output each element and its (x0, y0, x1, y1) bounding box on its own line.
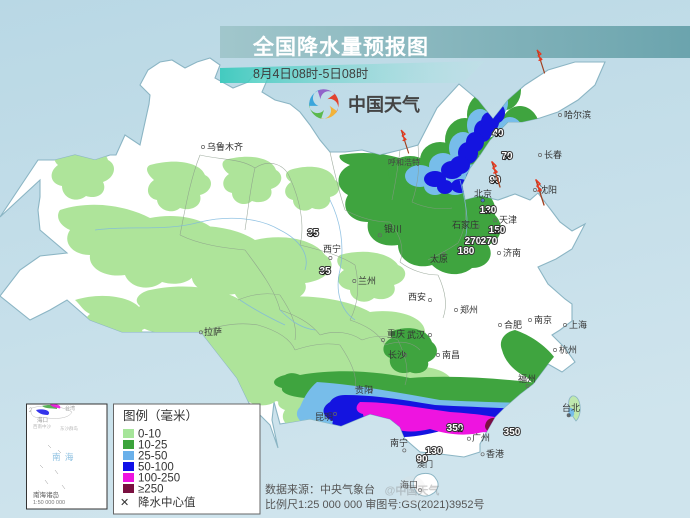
svg-text:东沙群岛: 东沙群岛 (60, 425, 78, 432)
svg-text:海口: 海口 (37, 416, 48, 424)
svg-text:郑州: 郑州 (460, 304, 478, 315)
svg-text:图例（毫米）: 图例（毫米） (123, 408, 198, 423)
svg-text:兰州: 兰州 (358, 275, 376, 286)
svg-text:上海: 上海 (569, 319, 587, 330)
svg-text:✕: ✕ (321, 268, 329, 278)
svg-text:≥250: ≥250 (138, 484, 164, 496)
svg-text:乌鲁木齐: 乌鲁木齐 (207, 141, 243, 152)
svg-text:✕: ✕ (120, 497, 129, 509)
svg-text:@中国天气: @中国天气 (385, 483, 440, 497)
svg-text:台北: 台北 (562, 402, 580, 413)
svg-text:1:50 000 000: 1:50 000 000 (33, 500, 65, 506)
svg-text:西宁: 西宁 (323, 243, 341, 254)
svg-text:银川: 银川 (384, 223, 402, 234)
svg-text:天津: 天津 (499, 215, 517, 225)
svg-text:太原: 太原 (430, 253, 448, 264)
svg-text:南宁: 南宁 (390, 437, 408, 448)
svg-text:✕: ✕ (456, 425, 464, 435)
svg-text:✕: ✕ (484, 207, 492, 217)
svg-text:北京: 北京 (474, 188, 492, 199)
svg-text:✕: ✕ (503, 153, 511, 163)
svg-text:比例尺1:25 000 000 审图号:GS(2021)3: 比例尺1:25 000 000 审图号:GS(2021)3952号 (265, 497, 485, 511)
svg-text:拉萨: 拉萨 (204, 326, 222, 337)
svg-text:昆明: 昆明 (315, 412, 333, 422)
svg-text:降水中心值: 降水中心值 (138, 495, 196, 509)
svg-text:武汉: 武汉 (407, 329, 425, 340)
svg-text:沈阳: 沈阳 (539, 184, 557, 195)
svg-text:重庆: 重庆 (387, 328, 405, 339)
svg-text:130: 130 (426, 446, 443, 457)
svg-text:350: 350 (504, 427, 521, 438)
svg-text:8月4日08时-5日08时: 8月4日08时-5日08时 (253, 67, 369, 81)
svg-text:石家庄: 石家庄 (452, 219, 479, 230)
svg-text:哈尔滨: 哈尔滨 (564, 109, 591, 120)
svg-text:南 海: 南 海 (52, 452, 74, 462)
svg-text:长春: 长春 (544, 149, 562, 160)
svg-text:福州: 福州 (518, 373, 536, 384)
svg-text:南京: 南京 (534, 314, 552, 325)
svg-text:南昌: 南昌 (442, 349, 460, 360)
svg-text:西南中沙: 西南中沙 (33, 423, 51, 430)
svg-text:数据来源：中央气象台: 数据来源：中央气象台 (265, 482, 375, 496)
svg-text:270: 270 (481, 236, 498, 247)
svg-text:南海诸岛: 南海诸岛 (33, 490, 59, 499)
svg-text:杭州: 杭州 (559, 344, 577, 355)
svg-text:全国降水量预报图: 全国降水量预报图 (252, 35, 429, 59)
svg-text:台湾: 台湾 (65, 405, 75, 412)
svg-text:90: 90 (416, 454, 428, 465)
svg-text:✕: ✕ (493, 227, 501, 237)
svg-text:✕: ✕ (494, 130, 502, 140)
svg-text:合肥: 合肥 (504, 319, 522, 330)
svg-text:中国天气: 中国天气 (348, 94, 420, 115)
svg-text:广州: 广州 (472, 432, 490, 443)
svg-text:长沙: 长沙 (388, 349, 406, 360)
svg-text:济南: 济南 (503, 247, 521, 258)
svg-text:西安: 西安 (408, 291, 426, 302)
svg-text:呼和浩特: 呼和浩特 (388, 157, 420, 167)
svg-text:贵阳: 贵阳 (355, 384, 373, 395)
svg-text:180: 180 (458, 246, 475, 257)
svg-text:香港: 香港 (486, 448, 504, 459)
svg-text:✕: ✕ (309, 230, 317, 240)
